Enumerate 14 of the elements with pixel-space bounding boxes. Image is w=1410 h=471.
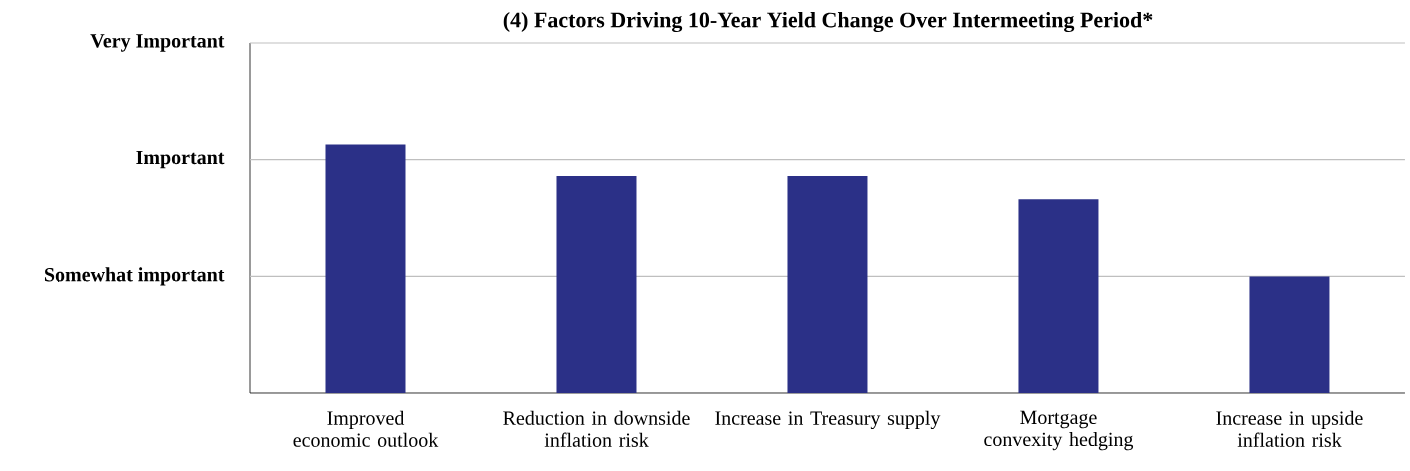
- x-tick-label: Increase in upside inflation risk: [1216, 410, 1363, 447]
- bar: [787, 175, 868, 393]
- bar: [1249, 276, 1330, 393]
- ref-line-label: Very Important: [90, 34, 225, 52]
- bar: [325, 144, 406, 393]
- x-tick-label: Increase in Treasury supply: [715, 410, 941, 429]
- x-tick-label: Reduction in downside inflation risk: [503, 410, 690, 447]
- x-tick-label: Mortgage convexity hedging: [984, 410, 1134, 451]
- ref-line-label: Somewhat important: [44, 267, 225, 286]
- bar: [1018, 199, 1099, 393]
- bar: [556, 175, 637, 393]
- ref-line-label: Important: [136, 150, 225, 169]
- chart-title: (4) Factors Driving 10-Year Yield Change Over Intermeeting Period*: [503, 11, 1153, 33]
- x-tick-label: Improved economic outlook: [293, 410, 439, 447]
